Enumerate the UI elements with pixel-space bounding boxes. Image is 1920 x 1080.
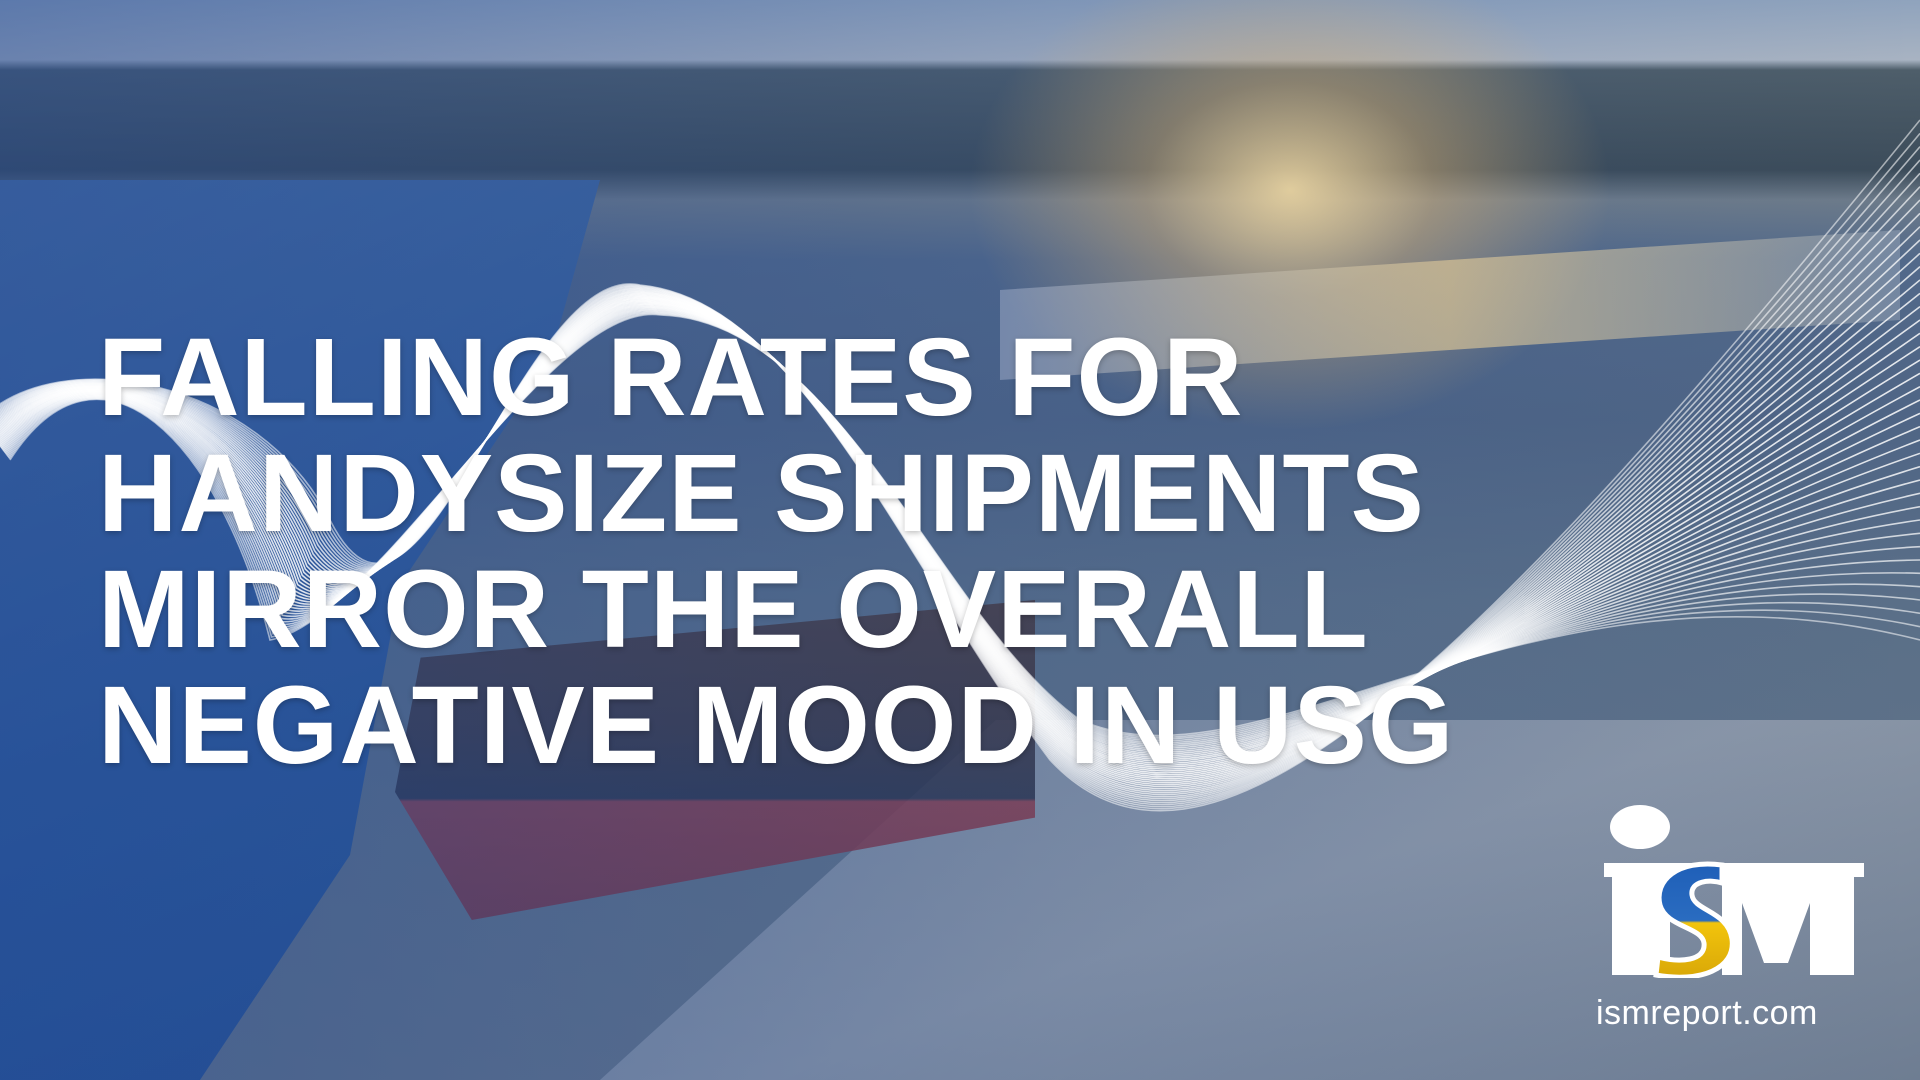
headline-line-2: HANDYSIZE SHIPMENTS bbox=[98, 432, 1425, 555]
headline-line-4: NEGATIVE MOOD IN USG bbox=[98, 664, 1455, 787]
headline-line-3: MIRROR THE OVERALL bbox=[98, 548, 1369, 671]
wave-line bbox=[9, 313, 1920, 737]
ism-logo bbox=[1604, 805, 1864, 978]
headline-line-1: FALLING RATES FOR bbox=[98, 316, 1244, 439]
website-url: ismreport.com bbox=[1596, 994, 1818, 1032]
headline: FALLING RATES FOR HANDYSIZE SHIPMENTS MI… bbox=[98, 320, 1454, 784]
